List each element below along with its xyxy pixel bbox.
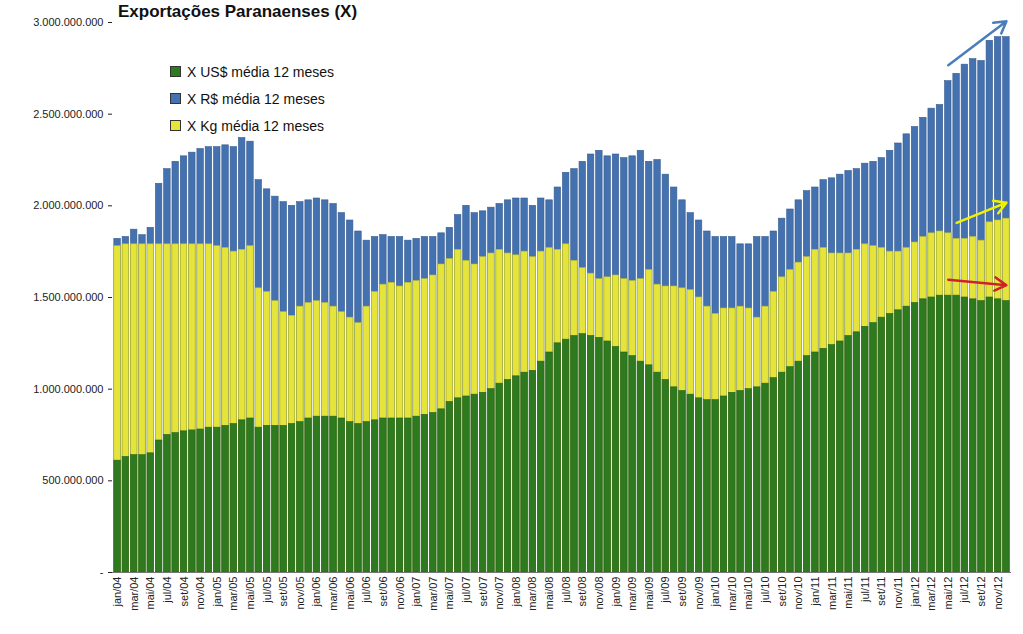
svg-text:mai/06: mai/06 [344, 577, 356, 610]
svg-text:mai/04: mai/04 [144, 577, 156, 610]
svg-text:mai/09: mai/09 [643, 577, 655, 610]
svg-text:jan/08: jan/08 [510, 577, 522, 608]
svg-text:jan/04: jan/04 [111, 577, 123, 608]
svg-text:nov/08: nov/08 [593, 577, 605, 610]
svg-text:mai/08: mai/08 [543, 577, 555, 610]
svg-text:-: - [100, 566, 104, 578]
svg-text:jan/09: jan/09 [610, 577, 622, 608]
svg-text:nov/07: nov/07 [493, 577, 505, 610]
svg-text:mai/07: mai/07 [443, 577, 455, 610]
svg-text:2.000.000.000: 2.000.000.000 [33, 199, 103, 211]
html-text:X US$ média 12 meses: X US$ média 12 meses [187, 63, 335, 80]
svg-text:jul/06: jul/06 [360, 577, 372, 604]
svg-text:nov/09: nov/09 [693, 577, 705, 610]
svg-text:mar/09: mar/09 [626, 577, 638, 611]
svg-text:mar/08: mar/08 [526, 577, 538, 611]
svg-text:set/10: set/10 [776, 577, 788, 607]
svg-text:mar/07: mar/07 [427, 577, 439, 611]
svg-text:3.000.000.000: 3.000.000.000 [33, 16, 103, 28]
svg-text:mar/11: mar/11 [826, 577, 838, 610]
svg-text:set/06: set/06 [377, 577, 389, 607]
svg-text:set/04: set/04 [178, 577, 190, 607]
svg-text:set/07: set/07 [477, 577, 489, 607]
svg-text:mai/11: mai/11 [842, 577, 854, 609]
html-text:X Kg média 12 meses: X Kg média 12 meses [187, 117, 324, 134]
svg-text:mar/12: mar/12 [925, 577, 937, 611]
svg-text:jul/10: jul/10 [759, 577, 771, 604]
svg-text:jan/10: jan/10 [709, 577, 721, 608]
html-text:X R$ média 12 meses: X R$ média 12 meses [187, 90, 325, 107]
svg-text:jan/12: jan/12 [909, 577, 921, 608]
svg-text:jan/06: jan/06 [310, 577, 322, 608]
svg-text:set/09: set/09 [676, 577, 688, 607]
svg-text:set/08: set/08 [576, 577, 588, 607]
svg-text:set/12: set/12 [975, 577, 987, 607]
svg-text:set/11: set/11 [875, 577, 887, 606]
svg-text:jul/04: jul/04 [161, 577, 173, 604]
svg-text:set/05: set/05 [277, 577, 289, 607]
svg-text:jul/07: jul/07 [460, 577, 472, 604]
svg-text:jul/11: jul/11 [859, 577, 871, 603]
svg-text:mar/05: mar/05 [227, 577, 239, 611]
svg-text:jan/11: jan/11 [809, 577, 821, 607]
svg-text:jan/07: jan/07 [410, 577, 422, 608]
svg-text:jul/12: jul/12 [958, 577, 970, 604]
svg-text:nov/12: nov/12 [992, 577, 1004, 610]
svg-text:mai/10: mai/10 [742, 577, 754, 610]
svg-text:nov/11: nov/11 [892, 577, 904, 609]
svg-text:nov/06: nov/06 [394, 577, 406, 610]
svg-text:1.000.000.000: 1.000.000.000 [33, 383, 103, 395]
html-text:Exportações Paranaenses (X): Exportações Paranaenses (X) [118, 2, 358, 21]
svg-text:jan/05: jan/05 [211, 577, 223, 608]
svg-text:nov/05: nov/05 [294, 577, 306, 610]
svg-text:2.500.000.000: 2.500.000.000 [33, 108, 103, 120]
svg-text:mai/05: mai/05 [244, 577, 256, 610]
svg-text:mar/04: mar/04 [128, 577, 140, 611]
svg-text:nov/04: nov/04 [194, 577, 206, 610]
svg-text:nov/10: nov/10 [792, 577, 804, 610]
svg-text:jul/08: jul/08 [560, 577, 572, 604]
svg-text:mar/06: mar/06 [327, 577, 339, 611]
svg-text:mai/12: mai/12 [942, 577, 954, 610]
svg-text:500.000.000: 500.000.000 [42, 474, 103, 486]
svg-text:1.500.000.000: 1.500.000.000 [33, 291, 103, 303]
svg-text:jul/09: jul/09 [659, 577, 671, 604]
svg-text:jul/05: jul/05 [261, 577, 273, 604]
svg-text:mar/10: mar/10 [726, 577, 738, 611]
